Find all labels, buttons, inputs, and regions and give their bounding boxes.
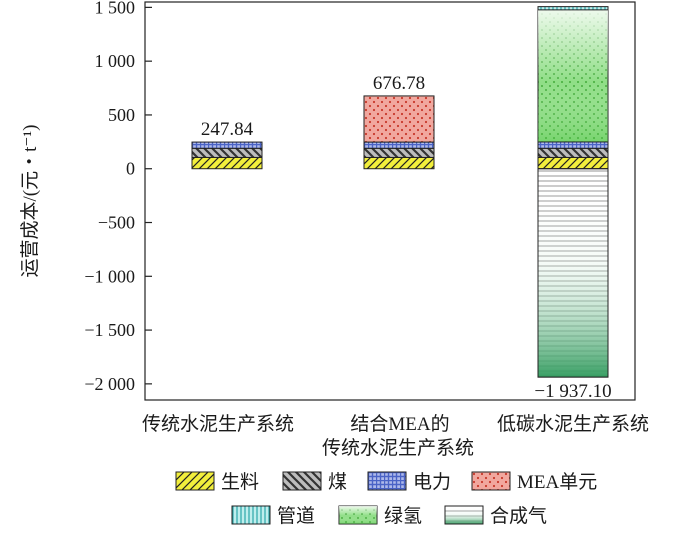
y-tick-label: 0 (126, 159, 135, 179)
category-label: 传统水泥生产系统 (142, 413, 294, 435)
bar-segment (537, 156, 609, 170)
bar-segment (363, 147, 435, 158)
axes: 1 500 1 000 500 0 −500 −1 000 −1 500 −2 000 (84, 0, 636, 401)
data-label: −1 937.10 (534, 381, 611, 402)
legend-swatch-shade (444, 505, 484, 525)
bar-segment-shade (538, 9, 608, 142)
bar-stack (191, 141, 263, 170)
legend-item: 合成气 (444, 505, 547, 527)
legend-item: 煤 (282, 471, 347, 493)
y-tick-label: −1 500 (84, 320, 135, 340)
plot-area (191, 6, 609, 378)
bar-segment-shade (538, 168, 608, 378)
legend-item: MEA单元 (471, 471, 597, 493)
category-label: 低碳水泥生产系统 (497, 413, 649, 435)
legend-label: 煤 (328, 471, 347, 493)
plot-frame (144, 1, 636, 401)
bar-segment (363, 141, 435, 149)
legend-swatch (231, 505, 271, 525)
y-tick-label: 500 (108, 105, 135, 125)
legend-label: 合成气 (490, 505, 547, 527)
legend-label: 电力 (413, 471, 451, 493)
bar-segment (537, 147, 609, 158)
legend-label: 管道 (277, 505, 315, 527)
bar-segment-border (537, 168, 609, 378)
bar-segment (191, 156, 263, 170)
bar-segment (537, 6, 609, 11)
legend-item: 绿氢 (338, 505, 422, 527)
y-tick-label: −500 (98, 213, 135, 233)
bar-segment (537, 141, 609, 149)
y-tick-label: −1 000 (84, 266, 135, 286)
y-axis-label: 运营成本/(元・t⁻¹) (19, 125, 41, 278)
legend-swatch (471, 471, 511, 491)
bar-segment (191, 147, 263, 158)
legend-item: 管道 (231, 505, 315, 527)
category-label: 传统水泥生产系统 (322, 437, 474, 459)
legend-label: 绿氢 (384, 505, 422, 527)
category-label: 结合MEA的 (350, 413, 449, 435)
legend-label: MEA单元 (517, 471, 597, 493)
data-label: 1 506.95 (540, 0, 607, 5)
legend-label: 生料 (221, 471, 259, 493)
legend-swatch (175, 471, 215, 491)
y-tick-label: 1 500 (95, 0, 136, 17)
legend-item: 生料 (175, 471, 259, 493)
legend-swatch (367, 471, 407, 491)
data-label: 247.84 (201, 119, 254, 140)
bar-stack (363, 95, 435, 170)
labels: 运营成本/(元・t⁻¹) 247.84 676.78 1 506.95 −1 937.1… (19, 0, 649, 459)
y-tick-label: 1 000 (95, 51, 136, 71)
legend-swatch (282, 471, 322, 491)
bar-stack (537, 6, 609, 378)
bar-segment (191, 141, 263, 149)
bar-segment (363, 95, 435, 143)
data-label: 676.78 (373, 73, 425, 94)
y-tick-label: −2 000 (84, 374, 135, 394)
bar-segment (363, 156, 435, 170)
legend-swatch-shade (339, 506, 377, 524)
legend-item: 电力 (367, 471, 451, 493)
